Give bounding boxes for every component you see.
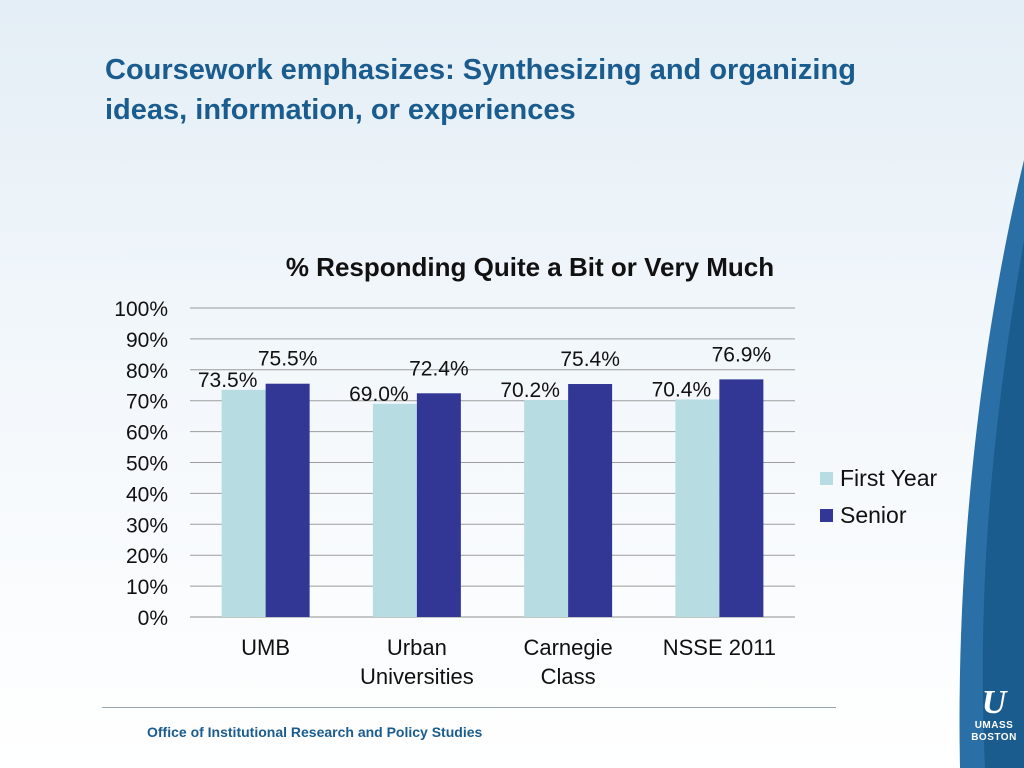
y-tick-label: 70% xyxy=(126,391,168,414)
y-tick-label: 90% xyxy=(126,329,168,352)
legend-item-first-year: First Year xyxy=(820,460,937,497)
data-label: 70.2% xyxy=(500,379,560,402)
y-tick-label: 50% xyxy=(126,453,168,476)
data-label: 72.4% xyxy=(409,357,469,380)
x-tick-label: Class xyxy=(541,664,596,689)
y-tick-label: 80% xyxy=(126,360,168,383)
x-tick-label: Urban xyxy=(387,635,447,660)
bar xyxy=(372,403,417,617)
y-tick-label: 100% xyxy=(114,298,168,321)
bar xyxy=(524,400,569,617)
data-label: 75.4% xyxy=(560,348,620,371)
bar xyxy=(675,399,720,617)
legend-label-senior: Senior xyxy=(840,502,907,528)
x-tick-label: UMB xyxy=(241,635,290,660)
chart-legend: First Year Senior xyxy=(820,460,937,534)
bar xyxy=(719,379,764,617)
x-tick-label: Universities xyxy=(360,664,474,689)
data-label: 75.5% xyxy=(258,348,318,371)
x-tick-label: Carnegie xyxy=(523,635,612,660)
x-tick-label: NSSE 2011 xyxy=(663,635,776,660)
data-label: 73.5% xyxy=(198,369,258,392)
slide-title: Coursework emphasizes: Synthesizing and … xyxy=(105,54,856,126)
y-tick-label: 30% xyxy=(126,514,168,537)
data-label: 70.4% xyxy=(652,378,712,401)
y-tick-label: 20% xyxy=(126,545,168,568)
y-tick-label: 10% xyxy=(126,576,168,599)
data-label: 69.0% xyxy=(349,383,409,406)
footer-text: Office of Institutional Research and Pol… xyxy=(147,724,483,740)
legend-swatch-first-year xyxy=(820,472,833,485)
footer-divider xyxy=(102,707,836,708)
bar xyxy=(416,393,461,617)
logo-line-1: UMASS xyxy=(974,720,1014,731)
logo-line-2: BOSTON xyxy=(971,732,1017,743)
data-label: 76.9% xyxy=(712,343,772,366)
bar xyxy=(265,383,310,617)
y-tick-label: 0% xyxy=(138,607,168,630)
legend-swatch-senior xyxy=(820,509,833,522)
logo-mark: U xyxy=(981,684,1007,721)
chart-title: % Responding Quite a Bit or Very Much xyxy=(285,252,775,282)
umass-boston-logo: U UMASS BOSTON xyxy=(964,686,1024,744)
y-tick-label: 60% xyxy=(126,422,168,445)
y-tick-label: 40% xyxy=(126,483,168,506)
bar xyxy=(568,384,613,617)
legend-label-first-year: First Year xyxy=(840,465,938,491)
bar xyxy=(221,389,266,617)
legend-item-senior: Senior xyxy=(820,497,937,534)
